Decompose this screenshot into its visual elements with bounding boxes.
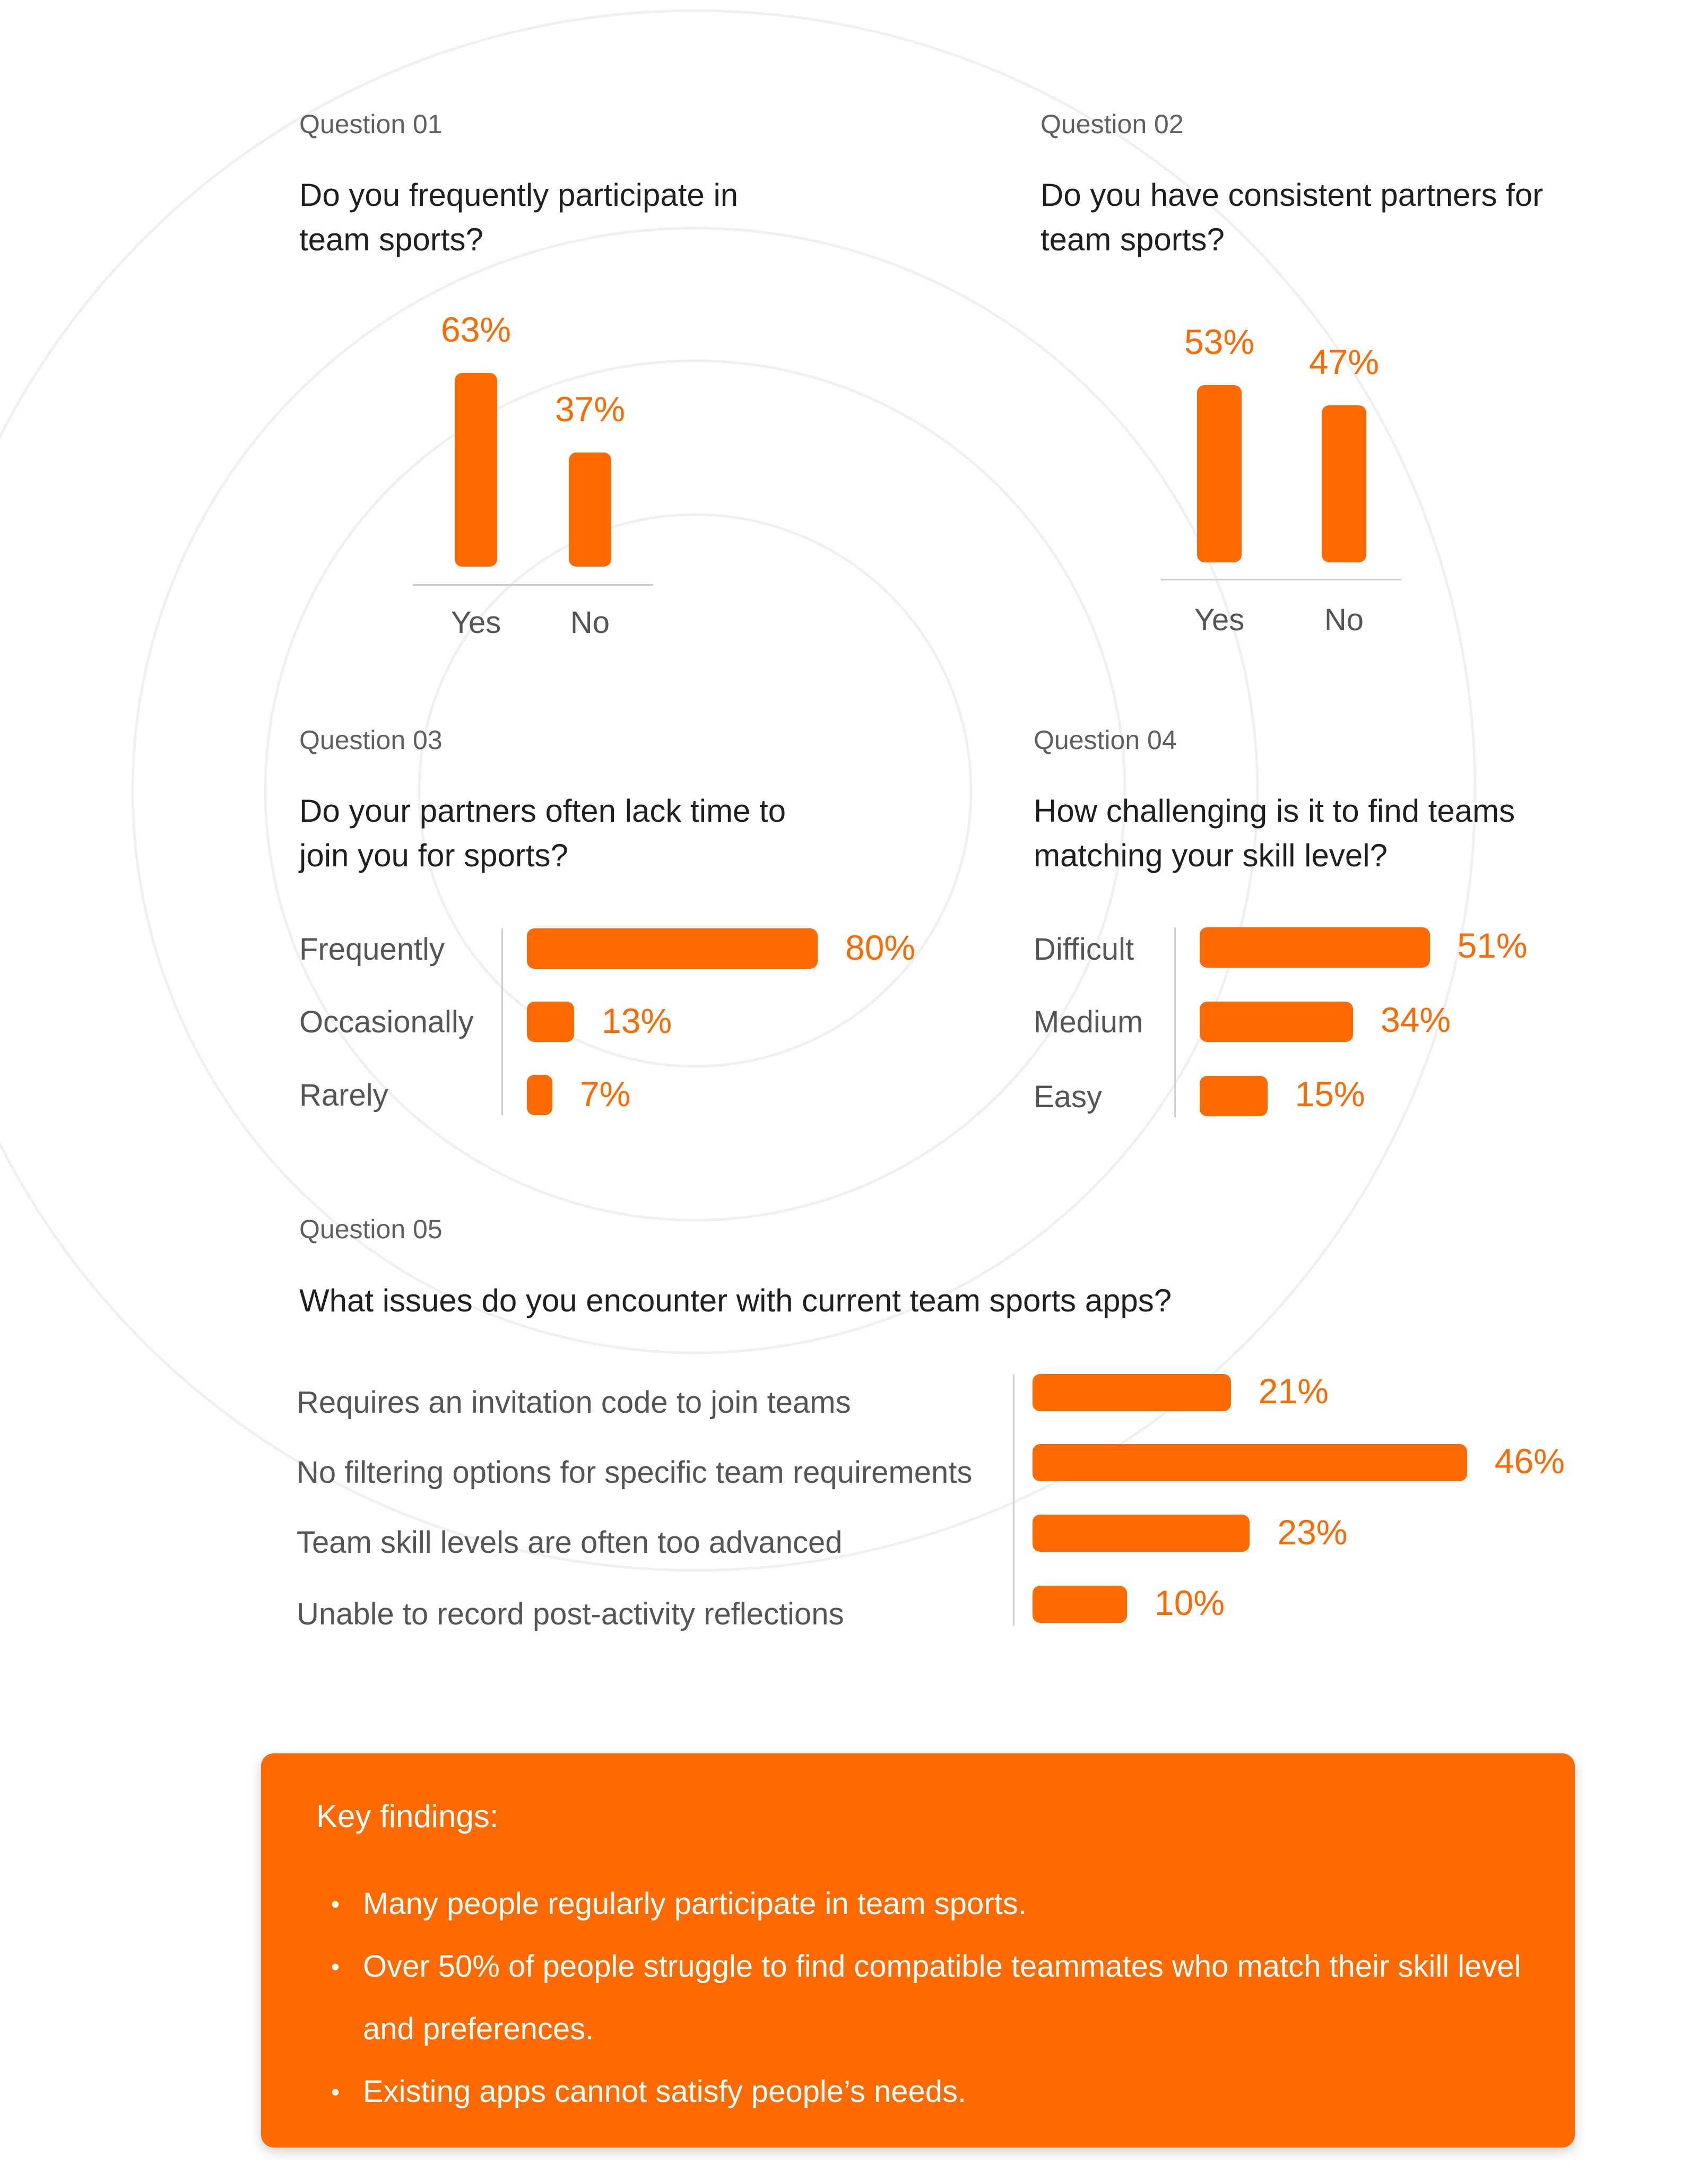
bar-no-filtering bbox=[1033, 1444, 1467, 1481]
key-findings-card: Key findings: Many people regularly part… bbox=[261, 1753, 1575, 2148]
category-label-skill-levels: Team skill levels are often too advanced bbox=[297, 1525, 843, 1560]
data-label-yes: 53% bbox=[1184, 322, 1255, 362]
bg-ring bbox=[131, 227, 1259, 1354]
category-label-post-activity: Unable to record post-activity reflectio… bbox=[297, 1597, 844, 1631]
key-findings-list: Many people regularly participate in tea… bbox=[316, 1873, 1537, 2123]
data-label-occasionally: 13% bbox=[602, 1001, 672, 1040]
x-axis-baseline bbox=[413, 584, 653, 586]
data-label-difficult: 51% bbox=[1457, 926, 1528, 965]
category-label-yes: Yes bbox=[450, 605, 501, 640]
data-label-no: 37% bbox=[554, 389, 626, 429]
bar-occasionally bbox=[527, 1002, 575, 1042]
data-label-invitation-code: 21% bbox=[1258, 1371, 1329, 1411]
bar-yes bbox=[455, 372, 497, 567]
category-label-no: No bbox=[570, 605, 610, 640]
y-axis-line bbox=[1174, 927, 1176, 1117]
category-label-rarely: Rarely bbox=[299, 1078, 388, 1112]
bar-skill-levels bbox=[1033, 1515, 1250, 1552]
category-label-yes: Yes bbox=[1194, 603, 1245, 637]
question-text: Do your partners often lack time to join… bbox=[299, 793, 786, 873]
bar-easy bbox=[1200, 1076, 1268, 1116]
bg-ring bbox=[418, 513, 973, 1068]
question-text: What issues do you encounter with curren… bbox=[299, 1283, 1172, 1318]
question-label: Question 03 bbox=[299, 725, 443, 755]
question-label: Question 01 bbox=[299, 109, 443, 139]
category-label-frequently: Frequently bbox=[299, 932, 445, 967]
key-findings-title: Key findings: bbox=[316, 1798, 499, 1834]
data-label-yes: 63% bbox=[440, 309, 511, 349]
question-label: Question 02 bbox=[1041, 109, 1184, 139]
data-label-no-filtering: 46% bbox=[1494, 1441, 1565, 1481]
bar-post-activity bbox=[1033, 1586, 1127, 1623]
category-label-no-filtering: No filtering options for specific team r… bbox=[297, 1455, 973, 1490]
bar-invitation-code bbox=[1033, 1374, 1231, 1411]
x-axis-baseline bbox=[1161, 579, 1401, 580]
category-label-easy: Easy bbox=[1034, 1080, 1102, 1114]
bar-frequently bbox=[527, 928, 818, 969]
question-text: How challenging is it to find teams matc… bbox=[1034, 793, 1515, 873]
finding-item: Many people regularly participate in tea… bbox=[316, 1873, 1537, 1935]
bar-no bbox=[1322, 405, 1366, 562]
data-label-rarely: 7% bbox=[579, 1074, 631, 1114]
data-label-skill-levels: 23% bbox=[1277, 1513, 1348, 1552]
question-text: Do you frequently participate in team sp… bbox=[299, 177, 739, 257]
category-label-no: No bbox=[1324, 603, 1364, 637]
bg-ring bbox=[0, 9, 1477, 1572]
category-label-difficult: Difficult bbox=[1034, 932, 1134, 967]
bg-ring bbox=[264, 359, 1126, 1222]
category-label-medium: Medium bbox=[1034, 1005, 1143, 1039]
question-label: Question 05 bbox=[299, 1214, 443, 1244]
y-axis-line bbox=[501, 928, 503, 1115]
data-label-post-activity: 10% bbox=[1155, 1583, 1225, 1622]
bar-no bbox=[569, 453, 611, 567]
bar-rarely bbox=[527, 1075, 552, 1115]
finding-item: Over 50% of people struggle to find comp… bbox=[316, 1935, 1537, 2061]
bar-yes bbox=[1197, 385, 1242, 562]
finding-item: Existing apps cannot satisfy people’s ne… bbox=[316, 2061, 1537, 2123]
bar-difficult bbox=[1200, 927, 1430, 968]
category-label-invitation-code: Requires an invitation code to join team… bbox=[297, 1385, 851, 1420]
data-label-easy: 15% bbox=[1295, 1074, 1365, 1114]
data-label-no: 47% bbox=[1308, 342, 1380, 381]
bar-medium bbox=[1200, 1002, 1353, 1042]
data-label-medium: 34% bbox=[1381, 1000, 1451, 1039]
data-label-frequently: 80% bbox=[845, 928, 916, 967]
y-axis-line bbox=[1013, 1374, 1015, 1626]
question-text: Do you have consistent partners for team… bbox=[1041, 177, 1544, 257]
question-label: Question 04 bbox=[1034, 725, 1177, 755]
category-label-occasionally: Occasionally bbox=[299, 1005, 474, 1039]
